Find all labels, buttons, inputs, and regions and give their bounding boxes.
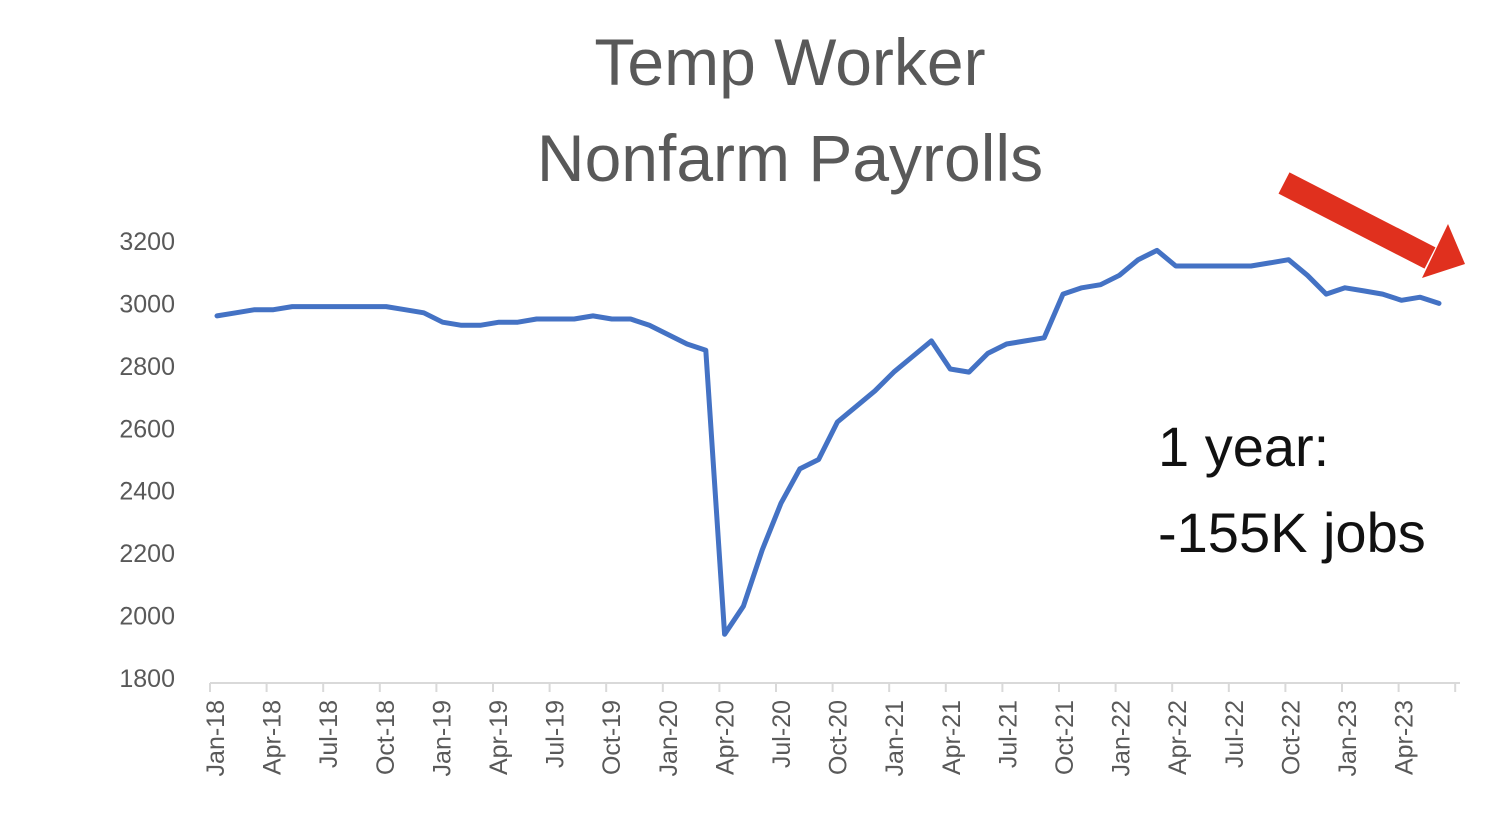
- y-tick-label: 2200: [119, 540, 175, 568]
- x-tick-label: Oct-22: [1277, 700, 1305, 775]
- plot-area: [214, 247, 1442, 637]
- x-tick-label: Apr-20: [711, 700, 739, 775]
- chart-title: Temp Worker Nonfarm Payrolls: [0, 14, 1510, 206]
- x-tick-label: Jan-21: [881, 700, 909, 776]
- x-tick-label: Jan-18: [202, 700, 230, 776]
- x-tick-label: Jul-22: [1221, 700, 1249, 768]
- y-tick-label: 2800: [119, 353, 175, 381]
- annotation-text: 1 year: -155K jobs: [1158, 404, 1426, 576]
- x-tick-label: Apr-19: [485, 700, 513, 775]
- x-tick-label: Apr-23: [1391, 700, 1419, 775]
- chart-title-line-1: Temp Worker: [594, 25, 986, 99]
- series-line: [214, 247, 1442, 637]
- y-axis: 1800 2000 2200 2400 2600 2800 3000 3200: [119, 228, 175, 693]
- x-tick-label: Jul-21: [994, 700, 1022, 768]
- y-tick-label: 2400: [119, 478, 175, 506]
- annotation-arrow-group: [1278, 172, 1465, 278]
- x-tick-label: Oct-20: [825, 700, 853, 775]
- x-tick-label: Oct-18: [372, 700, 400, 775]
- x-tick-label: Jul-18: [315, 700, 343, 768]
- y-tick-label: 3200: [119, 228, 175, 256]
- x-axis: Jan-18 Apr-18 Jul-18 Oct-18 Jan-19 Apr-19 Jul-…: [202, 682, 1460, 776]
- y-tick-label: 1800: [119, 665, 175, 693]
- annotation-arrow-shaft: [1278, 172, 1436, 269]
- x-tick-label: Oct-19: [598, 700, 626, 775]
- x-tick-label: Jul-19: [542, 700, 570, 768]
- x-tick-label: Jan-22: [1108, 700, 1136, 776]
- annotation-line-2: -155K jobs: [1158, 501, 1426, 564]
- annotation-line-1: 1 year:: [1158, 415, 1330, 478]
- x-tick-label: Apr-18: [259, 700, 287, 775]
- x-tick-label: Apr-21: [938, 700, 966, 775]
- y-tick-label: 2600: [119, 415, 175, 443]
- x-tick-label: Oct-21: [1051, 700, 1079, 775]
- y-tick-label: 2000: [119, 603, 175, 631]
- x-tick-label: Jul-20: [768, 700, 796, 768]
- x-tick-label: Jan-19: [428, 700, 456, 776]
- annotation-arrow-head: [1422, 224, 1465, 278]
- x-tick-label: Jan-23: [1334, 700, 1362, 776]
- x-tick-label: Apr-22: [1164, 700, 1192, 775]
- x-tick-label: Jan-20: [655, 700, 683, 776]
- chart-title-line-2: Nonfarm Payrolls: [536, 121, 1044, 195]
- y-tick-label: 3000: [119, 290, 175, 318]
